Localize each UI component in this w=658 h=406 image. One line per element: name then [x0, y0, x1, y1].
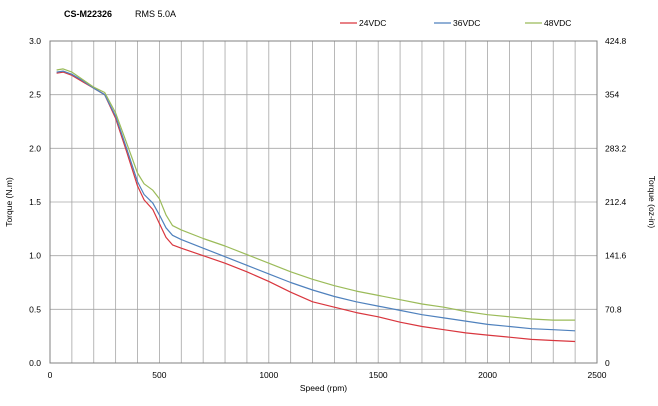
x-tick-label: 1500 — [369, 370, 388, 380]
y2-tick-label: 0 — [605, 358, 610, 368]
y2-tick-label: 212.4 — [605, 197, 627, 207]
x-tick-label: 500 — [152, 370, 166, 380]
y-axis-title: Torque (N.m) — [4, 177, 14, 227]
y-tick-label: 0.0 — [29, 358, 41, 368]
series-line-48vdc — [56, 68, 576, 321]
chart-model-title: CS-M22326 — [64, 9, 113, 19]
y2-tick-label: 141.6 — [605, 251, 627, 261]
x-tick-label: 2000 — [478, 370, 497, 380]
grid-lines — [50, 41, 597, 363]
y-tick-label: 1.5 — [29, 197, 41, 207]
axis-ticks: 0 500 1000 1500 2000 2500 0.0 0.5 1.0 1.5 2.0 2.5 3.… — [29, 36, 626, 380]
chart-rms-subtitle: RMS 5.0A — [135, 9, 177, 19]
legend: 24VDC 36VDC 48VDC — [340, 18, 571, 28]
y-tick-label: 0.5 — [29, 304, 41, 314]
x-axis-title: Speed (rpm) — [300, 383, 347, 393]
legend-label: 24VDC — [359, 18, 386, 28]
legend-label: 36VDC — [453, 18, 480, 28]
series-lines — [56, 68, 576, 343]
y-tick-label: 3.0 — [29, 36, 41, 46]
y2-axis-title: Torque (oz-in) — [647, 176, 657, 229]
x-tick-label: 2500 — [588, 370, 607, 380]
y2-tick-label: 283.2 — [605, 143, 627, 153]
plot-area-border — [49, 40, 598, 364]
series-line-36vdc — [56, 70, 576, 332]
x-tick-label: 0 — [48, 370, 53, 380]
y2-tick-label: 424.8 — [605, 36, 627, 46]
legend-label: 48VDC — [544, 18, 571, 28]
y2-tick-label: 70.8 — [605, 304, 622, 314]
y-tick-label: 2.0 — [29, 143, 41, 153]
y2-tick-label: 354 — [605, 90, 619, 100]
series-line-24vdc — [56, 71, 576, 343]
x-tick-label: 1000 — [259, 370, 278, 380]
y-tick-label: 1.0 — [29, 251, 41, 261]
y-tick-label: 2.5 — [29, 90, 41, 100]
